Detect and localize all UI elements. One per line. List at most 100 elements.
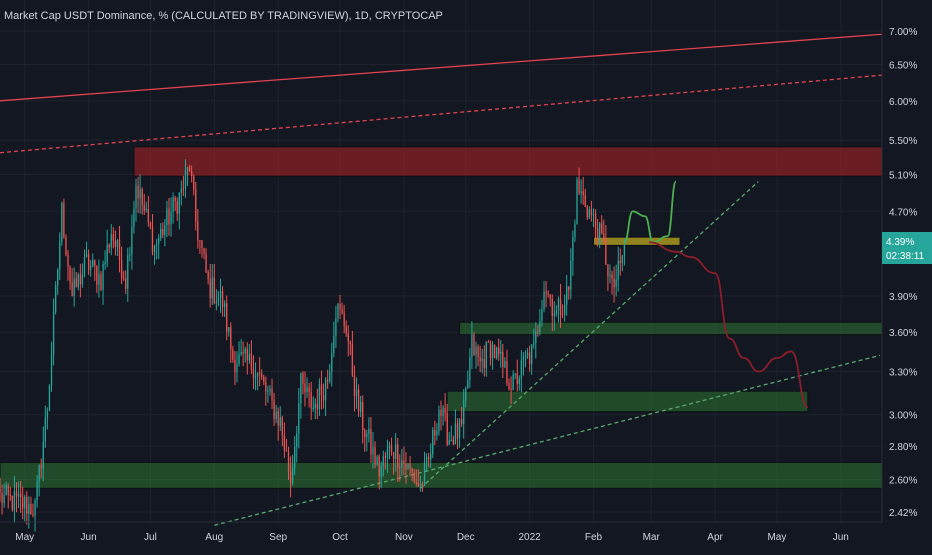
candle-body-up — [481, 359, 483, 362]
candle-body-down — [195, 189, 197, 222]
candle-body-down — [310, 391, 312, 409]
candle-body-down — [440, 409, 442, 417]
price-axis[interactable]: 7.00% 6.50% 6.00% 5.50% 5.10% 4.70% 3.90% 3.60%… — [889, 27, 917, 519]
time-tick-label: Oct — [332, 532, 348, 543]
zone-green[interactable] — [0, 461, 883, 489]
candle-body-up — [3, 494, 5, 504]
candle-body-up — [164, 225, 166, 235]
projection-paths[interactable] — [623, 180, 809, 409]
candle-body-down — [302, 372, 304, 384]
candle-body-up — [275, 411, 277, 419]
candle-body-up — [615, 279, 617, 288]
trendlines[interactable] — [0, 33, 883, 526]
candle-body-down — [578, 179, 580, 194]
projection-path-green[interactable] — [623, 180, 677, 244]
candle-body-up — [155, 243, 158, 245]
candle-body-down — [15, 491, 18, 497]
candle-body-down — [0, 488, 1, 494]
candle-body-down — [285, 450, 288, 452]
candle-body-down — [452, 439, 455, 445]
candle-body-up — [450, 439, 452, 441]
current-price-value: 4.39% — [886, 237, 914, 248]
candle-body-up — [359, 402, 362, 412]
candle-body-down — [96, 266, 98, 285]
candle-body-up — [5, 485, 7, 495]
candle-body-up — [485, 341, 488, 369]
candle-body-up — [522, 358, 525, 361]
time-tick-label: May — [15, 532, 34, 543]
time-tick-label: Sep — [269, 532, 287, 543]
candle-body-up — [61, 202, 63, 242]
candle-body-up — [104, 262, 106, 265]
candle-body-down — [242, 351, 244, 354]
zone-yellow[interactable] — [592, 236, 681, 246]
candle-body-up — [153, 244, 156, 253]
candle-body-up — [48, 385, 51, 411]
candle-body-up — [563, 304, 566, 315]
zone-green[interactable] — [446, 390, 809, 413]
candle-body-down — [345, 326, 347, 334]
candle-body-up — [228, 327, 230, 332]
projection-path-red[interactable] — [649, 241, 809, 409]
trendline-green-dashed[interactable] — [214, 354, 881, 526]
candle-body-up — [17, 493, 20, 497]
candle-body-down — [528, 352, 531, 365]
candle-body-down — [226, 303, 228, 332]
candle-body-up — [294, 446, 296, 468]
zone-red[interactable] — [133, 146, 883, 177]
candle-body-down — [112, 234, 115, 241]
candle-body-down — [537, 330, 539, 333]
candle-body-down — [607, 264, 609, 277]
candle-body-down — [456, 423, 459, 439]
trendline-red-dashed[interactable] — [0, 74, 883, 154]
candle-body-down — [265, 382, 267, 392]
candle-body-down — [79, 274, 82, 285]
candle-body-down — [487, 341, 490, 343]
candle-body-up — [324, 379, 327, 401]
candle-body-down — [322, 395, 325, 401]
candle-body-up — [135, 185, 137, 209]
candle-body-down — [339, 304, 341, 310]
price-tick-label: 7.00% — [889, 27, 917, 38]
candle-body-up — [458, 419, 461, 439]
candle-body-down — [40, 465, 42, 469]
candle-body-up — [541, 309, 543, 321]
candle-body-up — [331, 353, 333, 372]
candle-body-down — [349, 341, 351, 345]
candle-body-down — [120, 260, 123, 279]
candle-body-up — [42, 441, 44, 469]
time-tick-label: Jul — [144, 532, 157, 543]
candle-body-down — [122, 278, 125, 280]
time-axis[interactable]: May Jun Jul Aug Sep Oct Nov Dec 2022 Feb Mar Apr May… — [15, 532, 849, 543]
time-tick-label: Feb — [585, 532, 603, 543]
candle-body-down — [434, 429, 436, 436]
candle-body-up — [219, 291, 222, 299]
candle-body-up — [524, 356, 527, 359]
candle-body-down — [209, 279, 211, 299]
candle-body-down — [405, 463, 407, 470]
candle-body-up — [127, 255, 129, 289]
candle-body-up — [46, 410, 49, 418]
candle-body-up — [106, 244, 108, 263]
candle-body-up — [306, 387, 308, 393]
candle-body-down — [374, 447, 376, 465]
price-tick-label: 3.00% — [889, 411, 917, 422]
zones[interactable] — [0, 146, 883, 489]
trendline-red-solid[interactable] — [0, 33, 883, 102]
candle-body-down — [561, 314, 564, 316]
candle-body-down — [271, 388, 273, 400]
candle-body-down — [351, 344, 354, 376]
trendline-green-dashed[interactable] — [419, 181, 759, 489]
candle-body-down — [207, 271, 209, 280]
candle-body-up — [419, 484, 422, 486]
candle-body-up — [186, 167, 189, 171]
candle-body-down — [397, 444, 399, 468]
zone-green[interactable] — [459, 321, 883, 336]
candle-body-up — [471, 334, 473, 358]
candle-body-up — [184, 170, 187, 189]
candle-body-up — [574, 224, 576, 238]
candle-body-down — [21, 496, 24, 509]
candle-body-up — [129, 254, 131, 256]
